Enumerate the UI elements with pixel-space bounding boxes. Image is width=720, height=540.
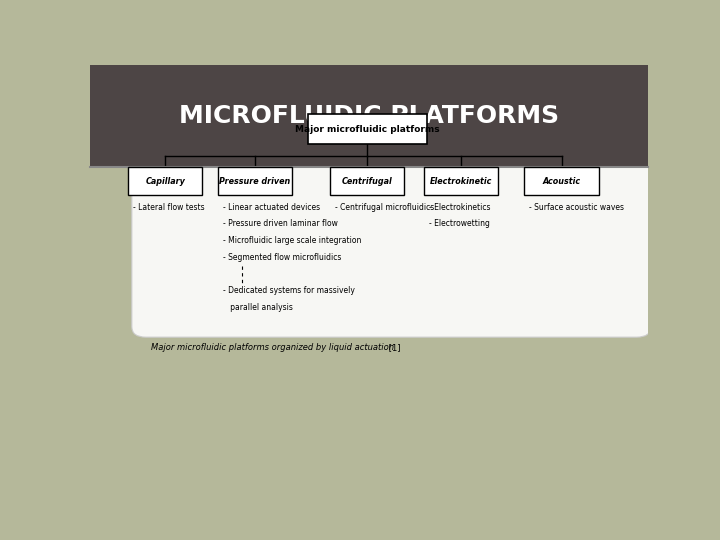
Text: - Linear actuated devices: - Linear actuated devices: [222, 203, 320, 212]
FancyBboxPatch shape: [330, 167, 405, 195]
Text: - Electrokinetics: - Electrokinetics: [429, 203, 490, 212]
Text: - Microfluidic large scale integration: - Microfluidic large scale integration: [222, 236, 361, 245]
Text: - Lateral flow tests: - Lateral flow tests: [133, 203, 205, 212]
Text: - Pressure driven laminar flow: - Pressure driven laminar flow: [222, 219, 338, 228]
Text: MICROFLUIDIC PLATFORMS: MICROFLUIDIC PLATFORMS: [179, 104, 559, 128]
Text: - Surface acoustic waves: - Surface acoustic waves: [529, 203, 624, 212]
FancyBboxPatch shape: [90, 65, 648, 167]
FancyBboxPatch shape: [524, 167, 598, 195]
Text: Major microfluidic platforms organized by liquid actuation: Major microfluidic platforms organized b…: [151, 343, 395, 353]
FancyBboxPatch shape: [132, 121, 651, 337]
FancyBboxPatch shape: [128, 167, 202, 195]
Text: [1]: [1]: [386, 343, 400, 353]
Text: Pressure driven: Pressure driven: [219, 177, 290, 186]
Text: Acoustic: Acoustic: [542, 177, 580, 186]
Text: Capillary: Capillary: [145, 177, 185, 186]
Text: - Centrifugal microfluidics: - Centrifugal microfluidics: [336, 203, 434, 212]
Text: Electrokinetic: Electrokinetic: [430, 177, 492, 186]
Text: - Electrowetting: - Electrowetting: [429, 219, 490, 228]
Text: Centrifugal: Centrifugal: [342, 177, 392, 186]
FancyBboxPatch shape: [308, 114, 427, 144]
Text: Major microfluidic platforms: Major microfluidic platforms: [295, 125, 440, 134]
FancyBboxPatch shape: [424, 167, 498, 195]
Text: - Segmented flow microfluidics: - Segmented flow microfluidics: [222, 253, 341, 262]
Text: parallel analysis: parallel analysis: [222, 302, 292, 312]
Text: - Dedicated systems for massively: - Dedicated systems for massively: [222, 286, 354, 295]
FancyBboxPatch shape: [217, 167, 292, 195]
